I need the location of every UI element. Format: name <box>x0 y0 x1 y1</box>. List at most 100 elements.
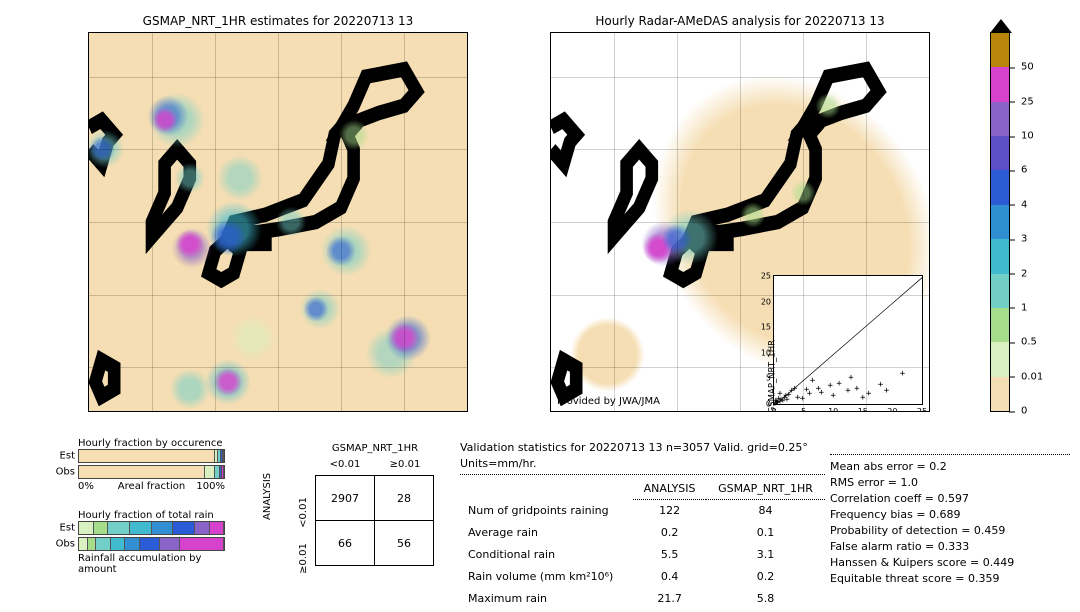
map-xtick: 130°E <box>200 411 230 412</box>
precip-blob <box>175 163 205 193</box>
scatter-point: + <box>828 381 833 391</box>
inset-ytick: 25 <box>761 272 774 281</box>
map-xtick: 145°E <box>851 411 881 412</box>
ct-10: 66 <box>315 520 375 566</box>
inset-xtick: 20 <box>887 404 897 412</box>
colorbar-tick: 0.5 <box>1009 337 1037 348</box>
table-row: Rain volume (mm km²10⁶)0.40.2 <box>460 566 825 588</box>
stats-table: ANALYSISGSMAP_NRT_1HRNum of gridpoints r… <box>460 479 825 610</box>
bar-seg <box>223 450 224 462</box>
table-cell: 0.1 <box>706 522 825 544</box>
inset-ytick: 10 <box>761 348 774 357</box>
precip-blob <box>170 369 210 409</box>
table-cell: 0.2 <box>633 522 706 544</box>
bar-seg <box>205 466 215 478</box>
inset-ytick: 5 <box>766 374 774 383</box>
scatter-point: + <box>786 390 791 400</box>
scatter-point: + <box>810 376 815 386</box>
occ-xaxis-label: Areal fraction <box>118 481 185 492</box>
stat-line: RMS error = 1.0 <box>830 475 1070 491</box>
fraction-total-title: Hourly fraction of total rain <box>78 510 225 521</box>
table-row: Conditional rain5.53.1 <box>460 544 825 566</box>
ct-row0: <0.01 <box>298 497 309 528</box>
table-cell: Average rain <box>460 522 633 544</box>
bar-seg <box>79 522 94 534</box>
bar-row-label: Est <box>60 451 79 462</box>
precip-blob <box>230 316 275 361</box>
stats-col-header <box>460 479 633 499</box>
precip-blob <box>816 93 841 118</box>
table-cell: 0.2 <box>706 566 825 588</box>
stat-line: False alarm ratio = 0.333 <box>830 539 1070 555</box>
map-xtick: 135°E <box>263 411 293 412</box>
stat-line: Correlation coeff = 0.597 <box>830 491 1070 507</box>
scatter-point: + <box>819 388 824 398</box>
colorbar-segment <box>991 377 1009 411</box>
fraction-occurrence-title: Hourly fraction by occurence <box>78 438 225 449</box>
ct-col0: <0.01 <box>315 459 375 470</box>
colorbar-segment <box>991 308 1009 342</box>
colorbar-segment <box>991 274 1009 308</box>
stats-right: Mean abs error = 0.2RMS error = 1.0Corre… <box>830 454 1070 587</box>
inset-ytick: 20 <box>761 297 774 306</box>
occ-xaxis-max: 100% <box>196 481 225 492</box>
colorbar-segment <box>991 205 1009 239</box>
stats-col-header: GSMAP_NRT_1HR <box>706 479 825 499</box>
colorbar-tick: 0 <box>1009 406 1027 417</box>
table-row: Num of gridpoints raining12284 <box>460 499 825 521</box>
colorbar: 00.010.512346102550 <box>990 32 1010 412</box>
provided-by-label: Provided by JWA/JMA <box>557 396 660 407</box>
precip-blob <box>740 202 765 227</box>
ct-row-header: ANALYSIS <box>262 473 273 520</box>
scatter-point: + <box>848 373 853 383</box>
ct-col1: ≥0.01 <box>375 459 435 470</box>
bar-seg <box>180 538 224 550</box>
bar-seg <box>160 538 180 550</box>
bar-seg <box>79 466 205 478</box>
table-row: Average rain0.20.1 <box>460 522 825 544</box>
bar-seg <box>152 522 174 534</box>
bar-seg <box>96 538 111 550</box>
bar-seg <box>173 522 195 534</box>
precip-blob <box>218 156 263 201</box>
fraction-occurrence: Hourly fraction by occurence EstObs 0% A… <box>50 438 225 492</box>
colorbar-segment <box>991 136 1009 170</box>
bar-row-label: Est <box>60 523 79 534</box>
bar-seg <box>108 522 130 534</box>
inset-ytick: 15 <box>761 323 774 332</box>
ct-00: 2907 <box>315 475 375 521</box>
validation-block: Validation statistics for 20220713 13 n=… <box>460 440 825 610</box>
scatter-point: + <box>878 380 883 390</box>
map-left: 125°E130°E135°E140°E145°E25°N30°N35°N40°… <box>88 32 468 412</box>
scatter-point: + <box>860 393 865 403</box>
colorbar-tick: 0.01 <box>1009 371 1043 382</box>
table-cell: 0.4 <box>633 566 706 588</box>
fraction-total: Hourly fraction of total rain Est Obs Rai… <box>50 510 225 575</box>
ct-11: 56 <box>374 520 434 566</box>
table-cell: 5.8 <box>706 588 825 610</box>
precip-blob <box>339 120 369 150</box>
colorbar-segment <box>991 33 1009 67</box>
scatter-point: + <box>884 386 889 396</box>
stat-line: Probability of detection = 0.459 <box>830 523 1070 539</box>
map-right: Provided by JWA/JMA ANALYSIS GSMAP_NRT_1… <box>550 32 930 412</box>
table-cell: 122 <box>633 499 706 521</box>
bar-seg <box>125 538 140 550</box>
contingency-table: GSMAP_NRT_1HR ANALYSIS <0.01 ≥0.01 <0.01… <box>260 445 430 570</box>
fraction-total-xaxis: Rainfall accumulation by amount <box>78 553 225 575</box>
scatter-point: + <box>774 398 779 408</box>
table-cell: 5.5 <box>633 544 706 566</box>
bar-row: Est <box>78 521 225 535</box>
table-row: Maximum rain21.75.8 <box>460 588 825 610</box>
colorbar-tick: 25 <box>1009 96 1034 107</box>
scatter-point: + <box>792 384 797 394</box>
bar-row-label: Obs <box>56 539 79 550</box>
bar-seg <box>210 522 225 534</box>
bar-seg <box>88 538 97 550</box>
map-right-title: Hourly Radar-AMeDAS analysis for 2022071… <box>550 14 930 28</box>
table-cell: Rain volume (mm km²10⁶) <box>460 566 633 588</box>
colorbar-tick: 4 <box>1009 199 1027 210</box>
colorbar-tick: 6 <box>1009 165 1027 176</box>
map-xtick: 125°E <box>599 411 629 412</box>
precip-blob <box>152 108 177 133</box>
